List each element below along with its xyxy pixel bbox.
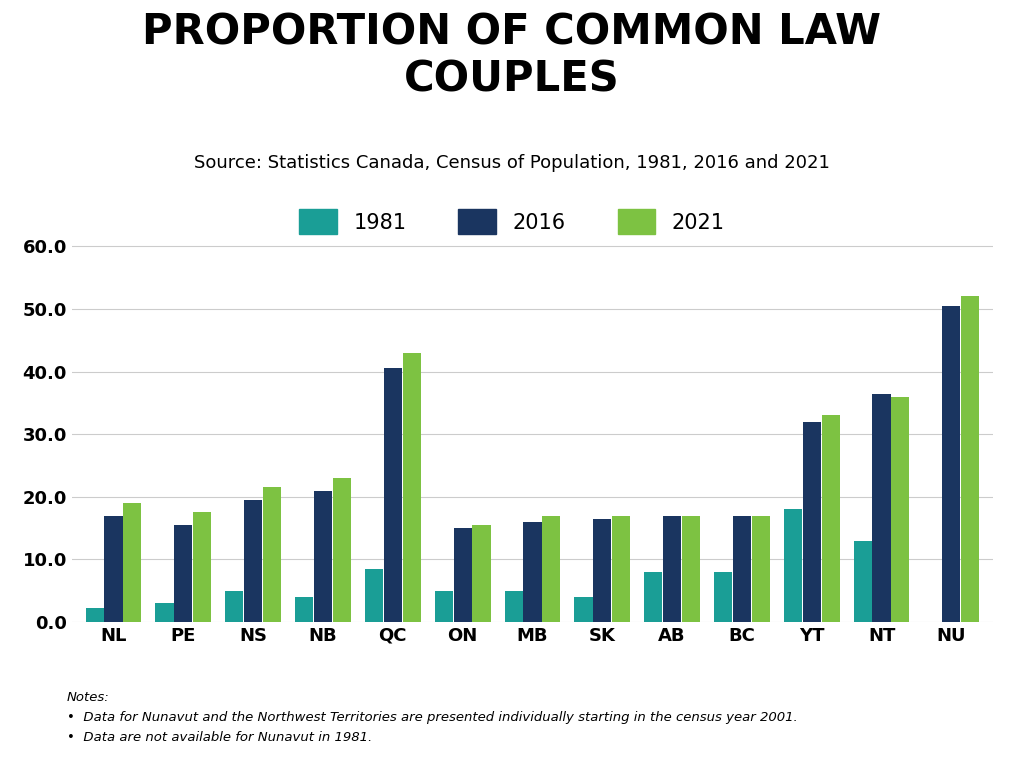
Bar [664, 515, 681, 622]
Bar [891, 396, 909, 622]
Bar [574, 597, 593, 622]
Bar [472, 525, 490, 622]
Bar [263, 488, 282, 622]
Bar [612, 515, 630, 622]
Bar [86, 608, 103, 622]
Bar [543, 515, 560, 622]
Bar [314, 491, 332, 622]
Bar [854, 541, 871, 622]
Text: PROPORTION OF COMMON LAW
COUPLES: PROPORTION OF COMMON LAW COUPLES [142, 12, 882, 101]
Bar [505, 591, 522, 622]
Bar [682, 515, 700, 622]
Bar [454, 528, 472, 622]
Bar [194, 512, 211, 622]
Bar [962, 296, 979, 622]
Bar [803, 422, 821, 622]
Bar [783, 509, 802, 622]
Bar [523, 522, 542, 622]
Bar [942, 306, 961, 622]
Text: Notes:
•  Data for Nunavut and the Northwest Territories are presented individua: Notes: • Data for Nunavut and the Northw… [67, 691, 798, 764]
Bar [872, 393, 891, 622]
Bar [435, 591, 453, 622]
Bar [365, 569, 383, 622]
Bar [402, 353, 421, 622]
Bar [733, 515, 751, 622]
Legend: 1981, 2016, 2021: 1981, 2016, 2021 [289, 199, 735, 245]
Bar [714, 572, 732, 622]
Bar [156, 604, 174, 622]
Bar [593, 518, 611, 622]
Bar [821, 415, 840, 622]
Bar [104, 515, 123, 622]
Bar [225, 591, 244, 622]
Bar [333, 478, 351, 622]
Bar [384, 369, 401, 622]
Bar [644, 572, 663, 622]
Bar [752, 515, 770, 622]
Bar [244, 500, 262, 622]
Bar [295, 597, 313, 622]
Bar [123, 503, 141, 622]
Bar [174, 525, 193, 622]
Text: Source: Statistics Canada, Census of Population, 1981, 2016 and 2021: Source: Statistics Canada, Census of Pop… [195, 154, 829, 171]
